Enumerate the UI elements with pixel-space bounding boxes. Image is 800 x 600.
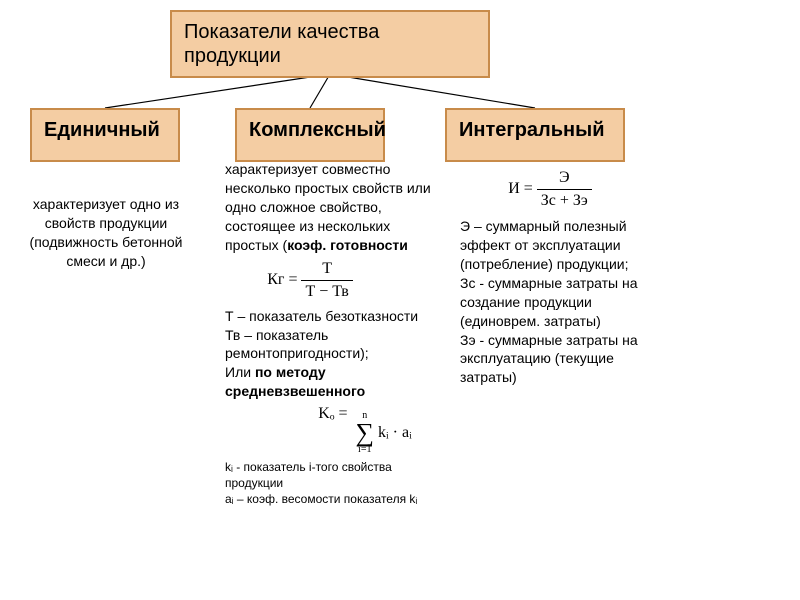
legend-Ze: Зэ - суммарные затраты на эксплуатацию (… [460,331,640,388]
formula-kg-lhs: Кг = [267,271,297,288]
category-title-integral: Интегральный [459,119,605,141]
category-title-single: Единичный [44,119,160,141]
root-title: Показатели качества продукции [184,21,379,67]
complex-desc-bold: коэф. готовности [287,237,408,253]
formula-I-lhs: И = [508,180,533,197]
formula-kg-den: Т − Тв [301,281,352,303]
formula-ko-lhs: Kₒ = [318,405,347,422]
category-desc-integral: И = Э Зс + Зэ Э – суммарный полезный эфф… [460,165,640,387]
category-box-complex: Комплексный [235,108,385,162]
formula-I-num: Э [537,167,592,190]
category-title-complex: Комплексный [249,119,386,141]
formula-I: И = Э Зс + Зэ [460,167,640,211]
legend-T: Т – показатель безотказности [225,307,435,326]
category-box-single: Единичный [30,108,180,162]
formula-kg-num: Т [301,258,352,281]
category-desc-complex: характеризует совместно несколько просты… [225,160,435,507]
category-box-integral: Интегральный [445,108,625,162]
formula-ko: Kₒ = n ∑ i=1 kᵢ · aᵢ [295,403,435,457]
legend-Zs: Зс - суммарные затраты на создание проду… [460,274,640,331]
sigma-icon: ∑ [355,423,374,444]
legend-Tv: Тв – показатель ремонтопригодности); [225,326,435,364]
root-box: Показатели качества продукции [170,10,490,78]
legend-ai: aᵢ – коэф. весомости показателя kᵢ [225,491,435,507]
legend-ki: kᵢ - показатель i-того свойства продукци… [225,459,435,491]
legend-method: Или по методу средневзвешенного [225,363,435,401]
formula-I-den: Зс + Зэ [537,190,592,212]
legend-E: Э – суммарный полезный эффект от эксплуа… [460,217,640,274]
formula-kg: Кг = Т Т − Тв [225,258,395,302]
category-desc-single: характеризует одно из свойств продукции … [18,195,194,271]
formula-ko-term: kᵢ · aᵢ [378,422,412,444]
